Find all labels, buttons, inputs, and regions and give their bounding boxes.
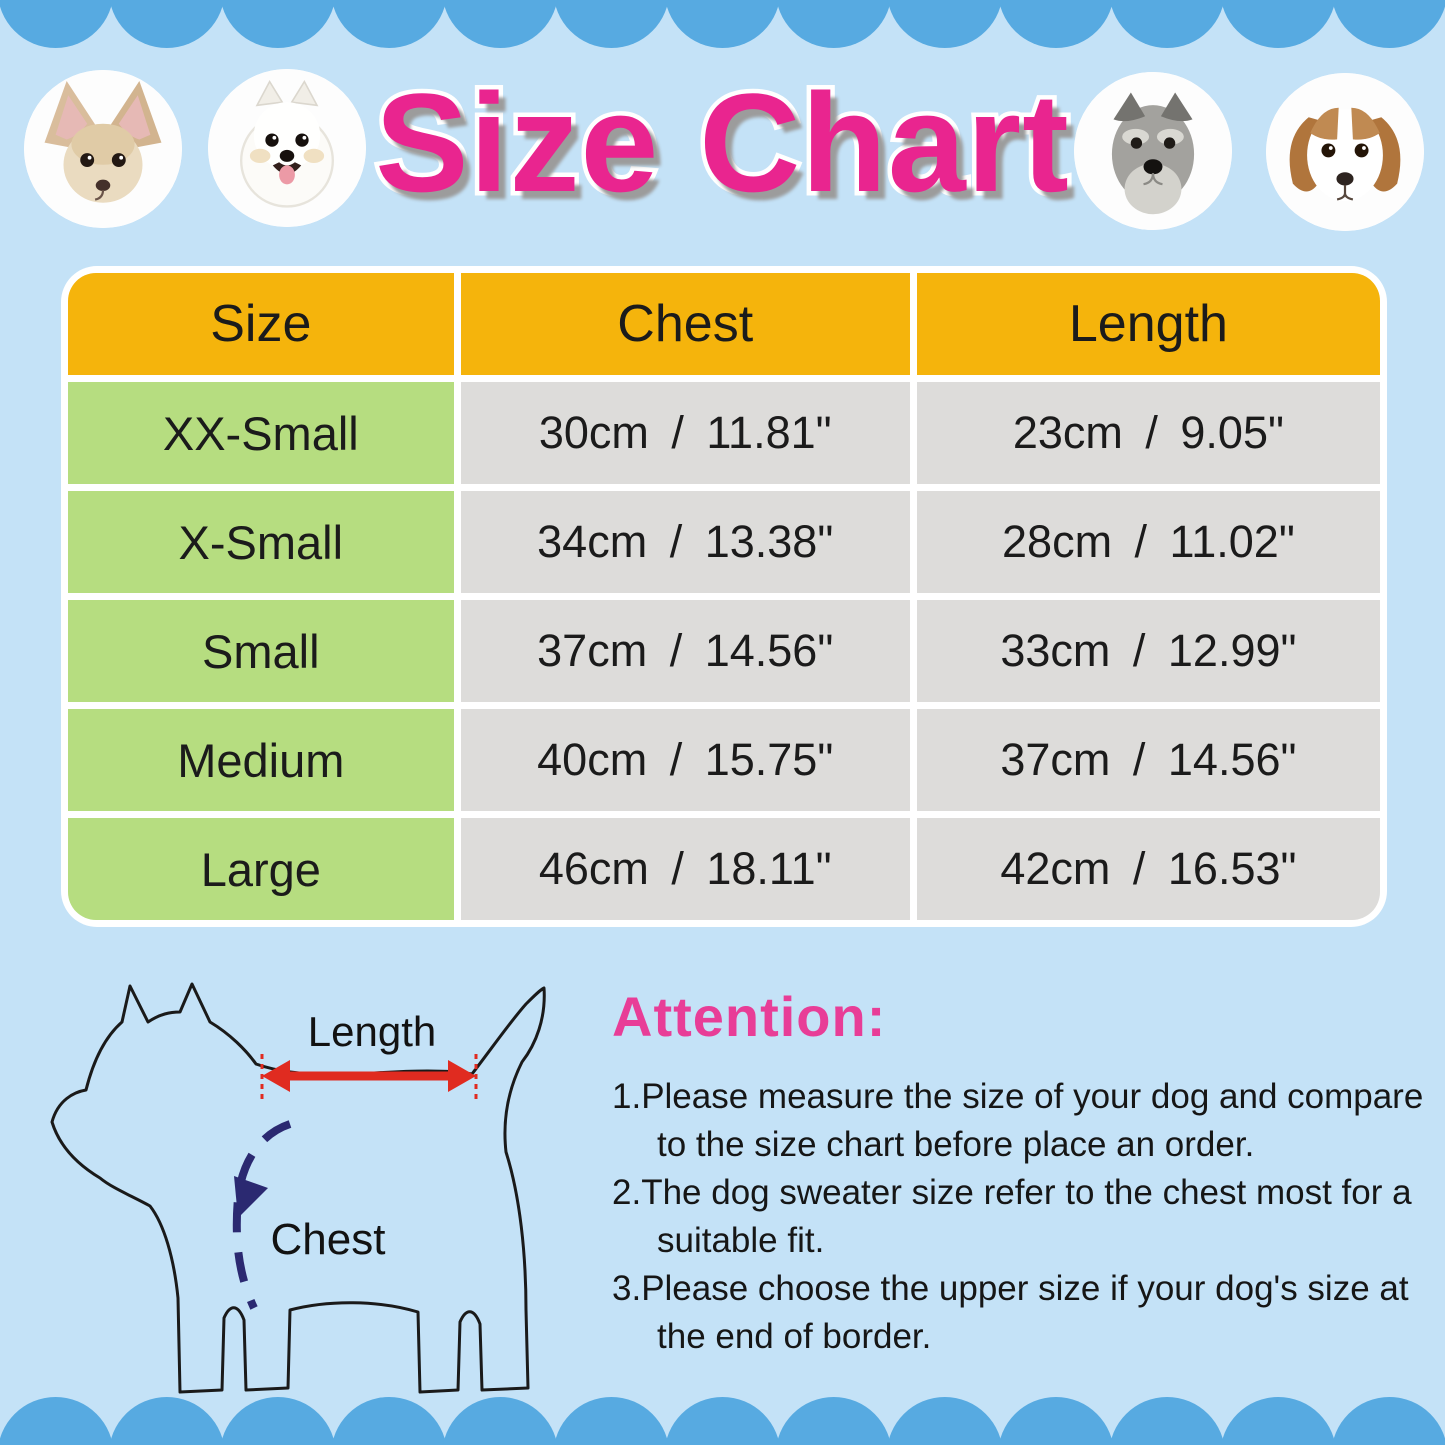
size-cell-large: Large (68, 818, 454, 920)
scallop-circle (1221, 1397, 1336, 1445)
scallop-circle (220, 1397, 336, 1445)
chest-arrowhead (234, 1176, 268, 1218)
chest-cell-x-small: 34cm / 13.38" (460, 491, 910, 593)
chest-label: Chest (271, 1215, 386, 1264)
length-cell-small: 33cm / 12.99" (916, 600, 1380, 702)
length-cell-large: 42cm / 16.53" (916, 818, 1380, 920)
chest-measure-line (232, 1120, 292, 1310)
scallop-circle (331, 1397, 447, 1445)
scallop-circle (109, 1397, 224, 1445)
attention-note-3: 3.Please choose the upper size if your d… (612, 1269, 1409, 1356)
measurement-diagram: Length Chest (50, 982, 546, 1394)
scallop-circle (1109, 0, 1225, 48)
scallop-circle (665, 1397, 780, 1445)
column-header-size: Size (68, 273, 454, 375)
column-header-chest: Chest (460, 273, 910, 375)
scallop-border-top (0, 0, 1445, 48)
size-cell-medium: Medium (68, 709, 454, 811)
chest-cell-small: 37cm / 14.56" (460, 600, 910, 702)
length-cell-medium: 37cm / 14.56" (916, 709, 1380, 811)
column-header-length: Length (916, 273, 1380, 375)
scallop-circle (443, 0, 558, 48)
scallop-circle (220, 0, 336, 48)
scallop-circle (554, 0, 669, 48)
scallop-circle (887, 1397, 1002, 1445)
schnauzer-illustration (1074, 72, 1232, 230)
scallop-circle (1221, 0, 1336, 48)
length-label: Length (308, 1008, 436, 1055)
scallop-circle (0, 0, 113, 48)
scallop-circle (1332, 1397, 1445, 1445)
scallop-circle (998, 1397, 1114, 1445)
size-chart-table: Size Chest Length XX-Small 30cm / 11.81"… (61, 266, 1387, 927)
scallop-circle (776, 0, 891, 48)
scallop-circle (1109, 1397, 1225, 1445)
beagle-illustration (1266, 73, 1424, 231)
scallop-circle (443, 1397, 558, 1445)
page-title: Size Chart (371, 60, 1074, 226)
dog-photo-pomeranian (208, 69, 366, 227)
scallop-circle (0, 1397, 113, 1445)
scallop-circle (1332, 0, 1445, 48)
dog-photo-beagle (1266, 73, 1424, 231)
length-cell-xx-small: 23cm / 9.05" (916, 382, 1380, 484)
size-cell-small: Small (68, 600, 454, 702)
chest-cell-large: 46cm / 18.11" (460, 818, 910, 920)
dog-photo-chihuahua (24, 70, 182, 228)
length-arrowhead-left (262, 1060, 290, 1092)
length-cell-x-small: 28cm / 11.02" (916, 491, 1380, 593)
scallop-circle (887, 0, 1002, 48)
chihuahua-illustration (24, 70, 182, 228)
attention-note-2: 2.The dog sweater size refer to the ches… (612, 1173, 1412, 1260)
scallop-circle (331, 0, 447, 48)
scallop-circle (554, 1397, 669, 1445)
dog-photo-schnauzer (1074, 72, 1232, 230)
scallop-circle (776, 1397, 891, 1445)
chest-cell-xx-small: 30cm / 11.81" (460, 382, 910, 484)
pomeranian-illustration (208, 69, 366, 227)
attention-note-1: 1.Please measure the size of your dog an… (612, 1077, 1424, 1164)
scallop-circle (109, 0, 224, 48)
attention-notes: 1.Please measure the size of your dog an… (612, 1073, 1432, 1361)
scallop-circle (665, 0, 780, 48)
scallop-circle (998, 0, 1114, 48)
size-cell-x-small: X-Small (68, 491, 454, 593)
dog-outline (50, 982, 546, 1394)
attention-heading: Attention: (612, 985, 887, 1048)
size-cell-xx-small: XX-Small (68, 382, 454, 484)
scallop-border-bottom (0, 1397, 1445, 1445)
length-arrowhead-right (448, 1060, 476, 1092)
attention-section: Attention: 1.Please measure the size of … (612, 984, 1432, 1361)
chest-cell-medium: 40cm / 15.75" (460, 709, 910, 811)
